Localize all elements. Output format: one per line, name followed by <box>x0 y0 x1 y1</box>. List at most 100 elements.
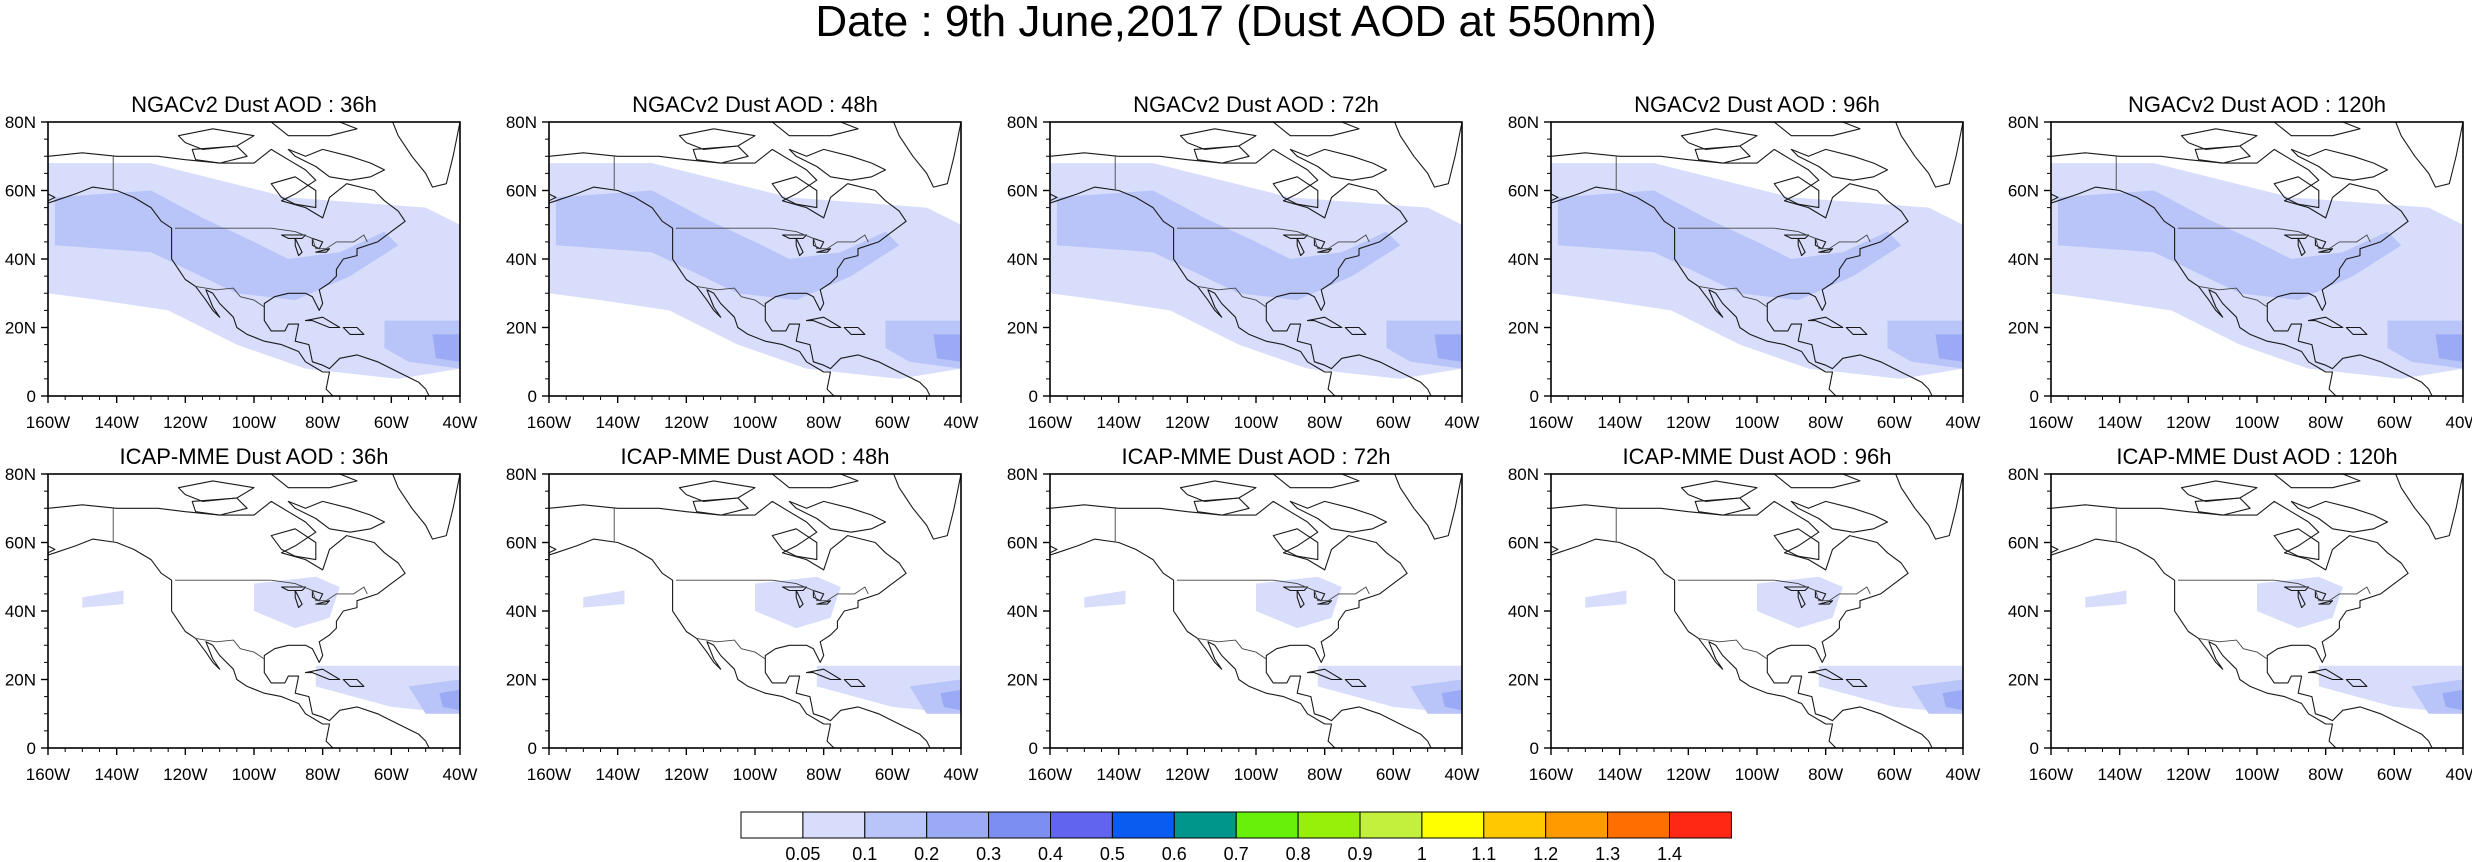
lon-tick-label: 100W <box>232 413 276 432</box>
lat-tick-label: 40N <box>5 602 36 621</box>
lat-tick-label: 20N <box>506 671 537 690</box>
colorbar-box <box>988 811 1051 839</box>
island-outline <box>270 122 358 137</box>
panel-title: ICAP-MME Dust AOD : 48h <box>621 444 890 469</box>
lake-outline <box>2283 586 2310 592</box>
lon-tick-label: 100W <box>733 765 777 784</box>
aod-shading <box>432 334 460 362</box>
colorbar-box <box>1483 811 1547 839</box>
island-outline <box>771 474 859 489</box>
aod-shading <box>583 590 625 608</box>
hudson-bay-outline <box>1272 176 1319 209</box>
country-border <box>1197 637 1267 660</box>
island-outline <box>191 497 248 516</box>
island-outline <box>1790 148 1889 181</box>
lon-tick-label: 160W <box>1028 413 1072 432</box>
lake-outline <box>1783 586 1810 592</box>
lat-tick-label: 40N <box>506 602 537 621</box>
island-outline <box>692 497 749 516</box>
colorbar-label: 1.4 <box>1657 844 1682 862</box>
coastline <box>1551 186 1837 396</box>
lat-tick-label: 0 <box>1029 387 1038 406</box>
aod-shading <box>1942 689 1963 711</box>
island-outline <box>771 122 859 137</box>
lat-tick-label: 40N <box>1508 602 1539 621</box>
lat-tick-label: 20N <box>1007 671 1038 690</box>
country-border <box>1197 285 1267 308</box>
lon-tick-label: 40W <box>944 413 979 432</box>
lat-tick-label: 80N <box>5 465 36 484</box>
island-outline <box>1895 122 1963 188</box>
colorbar-box <box>1669 811 1732 839</box>
lon-tick-label: 100W <box>1234 765 1278 784</box>
island-outline <box>1790 500 1889 533</box>
country-border <box>772 227 869 250</box>
aod-shading <box>940 689 961 711</box>
island-outline <box>1193 497 1250 516</box>
island-outline <box>1289 500 1388 533</box>
lat-tick-label: 20N <box>5 319 36 338</box>
panel-title: ICAP-MME Dust AOD : 72h <box>1122 444 1391 469</box>
lat-tick-label: 60N <box>1508 534 1539 553</box>
lat-tick-label: 40N <box>2008 602 2039 621</box>
island-outline <box>177 480 255 502</box>
coastline <box>1551 538 1837 748</box>
lon-tick-label: 80W <box>1808 765 1843 784</box>
colorbar-label: 0.4 <box>1038 844 1063 862</box>
lake-outline <box>1818 600 1834 605</box>
coastline <box>2051 148 2433 396</box>
lon-tick-label: 80W <box>2308 413 2343 432</box>
aod-shading <box>2442 689 2463 711</box>
lon-tick-label: 120W <box>2166 413 2210 432</box>
lat-tick-label: 40N <box>5 250 36 269</box>
map-panel: ICAP-MME Dust AOD : 72h 80N 60N 40N 20N 0 160W… <box>1007 444 1480 784</box>
colorbar: 0.05 0.1 0.2 0.3 0.4 0.5 0.6 0.7 0.8 0.9 1 1.1 1.2 1.… <box>740 811 1732 862</box>
island-outline <box>342 326 365 335</box>
lon-tick-label: 80W <box>1307 765 1342 784</box>
island-outline <box>1272 122 1360 137</box>
hudson-bay-outline <box>270 176 317 209</box>
island-outline <box>2307 668 2344 681</box>
island-outline <box>2345 678 2368 687</box>
lat-tick-label: 80N <box>506 465 537 484</box>
coastline <box>1050 148 1432 396</box>
lon-tick-label: 140W <box>595 765 639 784</box>
lon-tick-label: 160W <box>1529 765 1573 784</box>
lake-outline <box>2318 248 2334 253</box>
island-outline <box>177 128 255 150</box>
aod-shading <box>1441 689 1462 711</box>
coastline <box>2051 500 2433 748</box>
lon-tick-label: 60W <box>374 413 409 432</box>
island-outline <box>191 145 248 164</box>
lake-outline <box>280 586 307 592</box>
hudson-bay-outline <box>270 528 317 561</box>
island-outline <box>270 474 358 489</box>
lat-tick-label: 60N <box>506 182 537 201</box>
colorbar-box <box>1111 811 1175 839</box>
lat-tick-label: 20N <box>5 671 36 690</box>
country-border <box>195 637 265 660</box>
lat-tick-label: 20N <box>1508 671 1539 690</box>
lon-tick-label: 120W <box>1165 765 1209 784</box>
country-border <box>1273 227 1370 250</box>
map-panel: ICAP-MME Dust AOD : 120h 80N 60N 40N 20N 0 160… <box>2008 444 2472 784</box>
coastline <box>2051 186 2337 396</box>
country-border <box>696 637 766 660</box>
lon-tick-label: 100W <box>733 413 777 432</box>
lon-tick-label: 60W <box>1877 413 1912 432</box>
country-border <box>271 227 368 250</box>
aod-shading <box>2085 590 2127 608</box>
island-outline <box>692 145 749 164</box>
island-outline <box>287 500 386 533</box>
aod-shading <box>2057 190 2402 301</box>
lon-tick-label: 60W <box>875 765 910 784</box>
coastline <box>2051 538 2337 748</box>
lake-outline <box>294 589 303 609</box>
island-outline <box>2180 128 2258 150</box>
lat-tick-label: 20N <box>2008 671 2039 690</box>
map-panel: NGACv2 Dust AOD : 48h 80N 60N 40N 20N 0 160W 14… <box>506 92 979 432</box>
island-outline <box>678 480 756 502</box>
lat-tick-label: 60N <box>1508 182 1539 201</box>
island-outline <box>1272 474 1360 489</box>
aod-shading <box>1434 334 1462 362</box>
